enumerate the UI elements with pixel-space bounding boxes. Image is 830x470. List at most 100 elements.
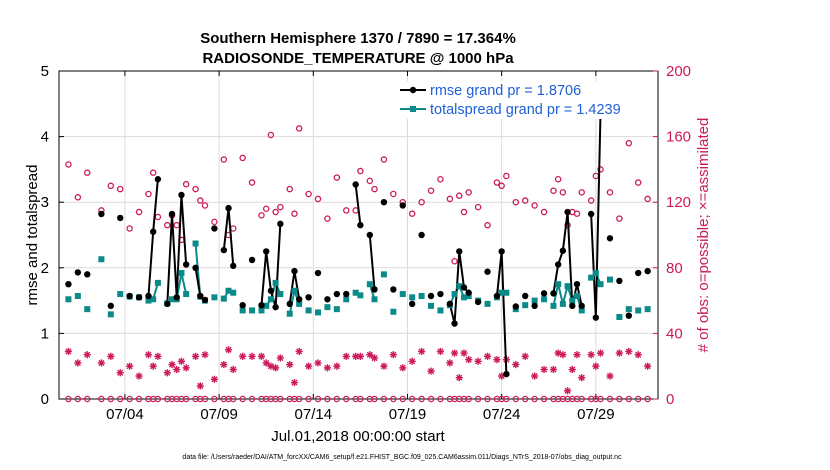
spread-point	[588, 274, 595, 281]
obs-possible-marker	[559, 189, 567, 196]
obs-zero-marker	[465, 395, 472, 403]
rmse-point	[437, 290, 444, 298]
obs-assimilated-marker	[596, 349, 605, 357]
rmse-point	[460, 284, 468, 291]
obs-possible-marker	[74, 194, 82, 201]
y2-tick-label: 80	[666, 260, 683, 277]
obs-possible-marker	[418, 198, 425, 206]
rmse-line-segment	[354, 184, 362, 226]
spread-point	[249, 307, 256, 314]
obs-possible-marker	[126, 225, 133, 232]
obs-assimilated-marker	[389, 351, 397, 359]
rmse-point	[644, 267, 651, 275]
x-tick-label: 07/04	[106, 406, 144, 423]
spread-point	[418, 293, 425, 300]
obs-possible-marker	[573, 210, 581, 217]
rmse-point	[380, 199, 388, 206]
obs-assimilated-marker	[168, 360, 176, 369]
obs-possible-marker	[145, 190, 152, 198]
obs-zero-marker	[418, 395, 425, 403]
rmse-point	[592, 314, 600, 321]
obs-assimilated-marker	[220, 360, 228, 369]
spread-point	[644, 306, 651, 313]
spread-point	[503, 289, 510, 296]
spread-point	[366, 281, 373, 288]
obs-zero-marker	[521, 395, 529, 403]
spread-point	[352, 289, 359, 296]
rmse-point	[267, 287, 275, 294]
obs-assimilated-marker	[154, 352, 162, 360]
obs-zero-marker	[84, 395, 91, 403]
y2-tick-label: 160	[666, 129, 691, 146]
obs-assimilated-marker	[366, 351, 374, 359]
obs-possible-marker	[197, 197, 204, 204]
rmse-point	[314, 269, 322, 277]
obs-possible-marker	[295, 125, 303, 132]
rmse-point	[145, 292, 152, 300]
obs-possible-marker	[291, 210, 298, 217]
rmse-point	[522, 292, 529, 300]
obs-assimilated-marker	[493, 356, 501, 364]
obs-possible-marker	[211, 218, 218, 226]
spread-point	[465, 293, 472, 300]
legend: rmse grand pr = 1.8706 totalspread grand …	[396, 81, 646, 119]
rmse-point	[98, 210, 105, 218]
obs-assimilated-marker	[578, 374, 586, 382]
obs-assimilated-marker	[483, 352, 492, 360]
rmse-point	[84, 271, 91, 278]
obs-possible-marker	[84, 169, 91, 176]
obs-possible-marker	[65, 161, 72, 168]
rmse-line-segment	[552, 211, 583, 307]
obs-assimilated-marker	[436, 347, 445, 356]
obs-possible-marker	[460, 208, 468, 216]
rmse-point	[371, 286, 378, 293]
rmse-point	[333, 290, 341, 298]
obs-possible-marker	[164, 221, 171, 229]
spread-point	[74, 293, 81, 300]
obs-assimilated-marker	[295, 347, 303, 356]
rmse-point	[65, 281, 72, 288]
obs-assimilated-marker	[149, 362, 157, 370]
obs-possible-marker	[258, 212, 265, 219]
y2-tick-label: 120	[666, 194, 691, 211]
obs-zero-marker	[295, 395, 303, 403]
spread-point	[451, 291, 458, 298]
spread-point	[263, 302, 270, 309]
spread-point	[574, 293, 581, 300]
rmse-point	[540, 290, 548, 297]
spread-point	[277, 291, 284, 298]
spread-point	[550, 302, 557, 309]
obs-zero-marker	[503, 395, 510, 403]
obs-assimilated-marker	[210, 375, 219, 383]
obs-possible-marker	[154, 213, 162, 221]
obs-possible-marker	[474, 203, 482, 211]
obs-possible-marker	[366, 177, 374, 185]
obs-possible-marker	[201, 202, 209, 209]
obs-assimilated-marker	[196, 382, 204, 390]
spread-point	[456, 283, 463, 290]
obs-zero-marker	[248, 395, 256, 403]
obs-possible-marker	[437, 175, 444, 183]
rmse-point	[465, 289, 472, 296]
spread-point	[380, 271, 387, 278]
obs-assimilated-marker	[135, 372, 143, 380]
obs-zero-marker	[371, 395, 378, 403]
obs-zero-marker	[578, 395, 585, 403]
rmse-point	[201, 296, 209, 304]
rmse-point	[211, 225, 218, 232]
rmse-point	[343, 290, 350, 298]
obs-zero-marker	[644, 395, 651, 403]
rmse-point	[295, 296, 303, 303]
rmse-point	[474, 298, 482, 306]
obs-zero-marker	[211, 395, 218, 403]
spread-point	[559, 300, 566, 307]
obs-assimilated-marker	[540, 365, 548, 374]
obs-zero-marker	[625, 395, 633, 403]
obs-assimilated-marker	[606, 372, 614, 380]
obs-zero-marker	[333, 395, 341, 403]
obs-possible-marker	[550, 187, 557, 194]
obs-zero-marker	[531, 395, 538, 403]
obs-possible-marker	[408, 210, 416, 217]
obs-zero-marker	[597, 395, 604, 403]
